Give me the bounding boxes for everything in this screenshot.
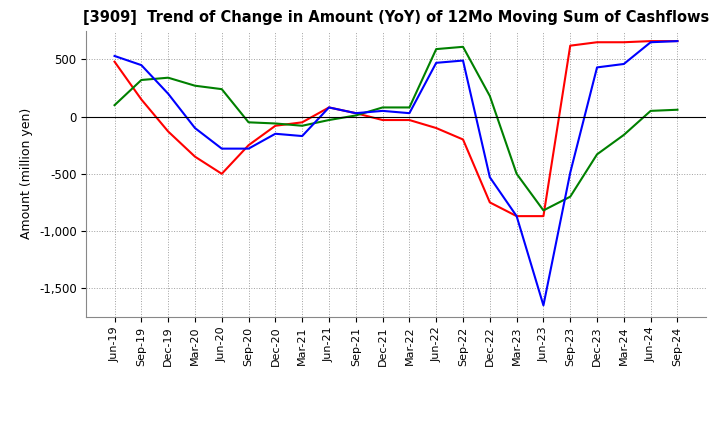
Line: Operating Cashflow: Operating Cashflow bbox=[114, 41, 678, 216]
Free Cashflow bbox=[110, 53, 119, 59]
Free Cashflow bbox=[485, 175, 494, 180]
Free Cashflow bbox=[298, 133, 307, 139]
Free Cashflow bbox=[673, 38, 682, 44]
Operating Cashflow bbox=[325, 105, 333, 110]
Free Cashflow bbox=[191, 125, 199, 131]
Free Cashflow bbox=[271, 131, 279, 136]
Investing Cashflow bbox=[217, 87, 226, 92]
Operating Cashflow bbox=[164, 129, 173, 134]
Investing Cashflow bbox=[137, 77, 145, 83]
Operating Cashflow bbox=[513, 213, 521, 219]
Operating Cashflow bbox=[137, 97, 145, 102]
Operating Cashflow bbox=[191, 154, 199, 159]
Operating Cashflow bbox=[485, 200, 494, 205]
Investing Cashflow bbox=[513, 171, 521, 176]
Operating Cashflow bbox=[647, 38, 655, 44]
Investing Cashflow bbox=[191, 83, 199, 88]
Operating Cashflow bbox=[432, 125, 441, 131]
Investing Cashflow bbox=[485, 93, 494, 99]
Operating Cashflow bbox=[459, 137, 467, 142]
Investing Cashflow bbox=[539, 208, 548, 213]
Operating Cashflow bbox=[217, 171, 226, 176]
Line: Free Cashflow: Free Cashflow bbox=[114, 41, 678, 305]
Free Cashflow bbox=[432, 60, 441, 66]
Operating Cashflow bbox=[110, 59, 119, 64]
Free Cashflow bbox=[539, 303, 548, 308]
Operating Cashflow bbox=[378, 117, 387, 123]
Free Cashflow bbox=[137, 62, 145, 68]
Free Cashflow bbox=[459, 58, 467, 63]
Investing Cashflow bbox=[298, 123, 307, 128]
Line: Investing Cashflow: Investing Cashflow bbox=[114, 47, 678, 210]
Investing Cashflow bbox=[351, 113, 360, 118]
Investing Cashflow bbox=[459, 44, 467, 49]
Investing Cashflow bbox=[378, 105, 387, 110]
Title: [3909]  Trend of Change in Amount (YoY) of 12Mo Moving Sum of Cashflows: [3909] Trend of Change in Amount (YoY) o… bbox=[83, 11, 709, 26]
Free Cashflow bbox=[513, 213, 521, 219]
Investing Cashflow bbox=[244, 120, 253, 125]
Investing Cashflow bbox=[432, 47, 441, 52]
Operating Cashflow bbox=[271, 123, 279, 128]
Investing Cashflow bbox=[566, 194, 575, 199]
Free Cashflow bbox=[647, 40, 655, 45]
Investing Cashflow bbox=[271, 121, 279, 126]
Investing Cashflow bbox=[593, 152, 601, 157]
Operating Cashflow bbox=[244, 143, 253, 148]
Free Cashflow bbox=[217, 146, 226, 151]
Investing Cashflow bbox=[325, 117, 333, 123]
Operating Cashflow bbox=[593, 40, 601, 45]
Investing Cashflow bbox=[164, 75, 173, 81]
Free Cashflow bbox=[325, 105, 333, 110]
Free Cashflow bbox=[244, 146, 253, 151]
Free Cashflow bbox=[351, 110, 360, 116]
Operating Cashflow bbox=[539, 213, 548, 219]
Free Cashflow bbox=[405, 110, 414, 116]
Free Cashflow bbox=[378, 108, 387, 114]
Operating Cashflow bbox=[351, 110, 360, 116]
Operating Cashflow bbox=[619, 40, 628, 45]
Investing Cashflow bbox=[110, 103, 119, 108]
Free Cashflow bbox=[566, 170, 575, 175]
Investing Cashflow bbox=[405, 105, 414, 110]
Investing Cashflow bbox=[619, 132, 628, 138]
Free Cashflow bbox=[619, 61, 628, 66]
Operating Cashflow bbox=[566, 43, 575, 48]
Operating Cashflow bbox=[405, 117, 414, 123]
Free Cashflow bbox=[164, 91, 173, 96]
Free Cashflow bbox=[593, 65, 601, 70]
Investing Cashflow bbox=[647, 108, 655, 114]
Y-axis label: Amount (million yen): Amount (million yen) bbox=[20, 108, 33, 239]
Operating Cashflow bbox=[298, 120, 307, 125]
Operating Cashflow bbox=[673, 38, 682, 44]
Investing Cashflow bbox=[673, 107, 682, 112]
